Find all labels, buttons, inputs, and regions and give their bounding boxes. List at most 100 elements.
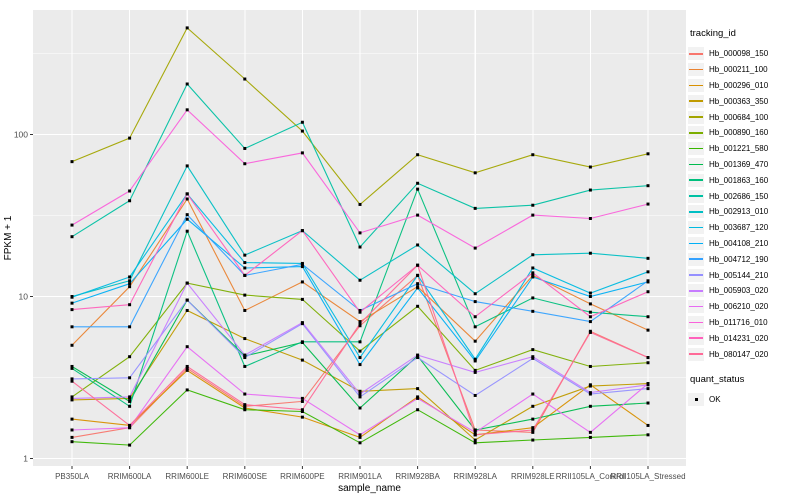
- data-point-marker: [128, 443, 132, 447]
- data-point-marker: [531, 203, 535, 207]
- data-point-marker: [531, 266, 535, 270]
- data-point-marker: [243, 403, 247, 407]
- data-point-marker: [128, 423, 132, 427]
- data-point-marker: [185, 388, 189, 392]
- legend-key-line-icon: [688, 142, 704, 156]
- data-point-marker: [243, 356, 247, 360]
- data-point-marker: [588, 188, 592, 192]
- data-point-marker: [588, 310, 592, 314]
- data-point-marker: [358, 324, 362, 328]
- legend-entry-Hb_002686_150: Hb_002686_150: [688, 188, 800, 204]
- data-point-marker: [128, 303, 132, 307]
- data-point-marker: [243, 308, 247, 312]
- legend-entry-Hb_004712_190: Hb_004712_190: [688, 251, 800, 267]
- data-point-marker: [128, 404, 132, 408]
- y-tick-label: 100: [14, 130, 28, 140]
- legend-key-line-icon: [688, 126, 704, 140]
- data-point-marker: [588, 391, 592, 395]
- data-point-marker: [70, 366, 74, 370]
- data-point-marker: [70, 160, 74, 164]
- data-point-marker: [473, 428, 477, 432]
- x-axis-title: sample_name: [338, 483, 401, 494]
- data-point-marker: [70, 379, 74, 383]
- data-point-marker: [473, 370, 477, 374]
- data-point-marker: [531, 428, 535, 432]
- data-point-marker: [588, 302, 592, 306]
- data-point-marker: [185, 217, 189, 221]
- legend-entry-label: Hb_002913_010: [709, 207, 769, 217]
- chart-legend: tracking_id Hb_000098_150 Hb_000211_100 Hb…: [688, 28, 800, 408]
- data-point-marker: [185, 298, 189, 302]
- data-point-marker: [185, 364, 189, 368]
- data-point-marker: [588, 364, 592, 368]
- legend-entry-label: Hb_002686_150: [709, 191, 769, 201]
- data-point-marker: [128, 282, 132, 286]
- data-point-marker: [300, 358, 304, 362]
- quant-status-legend: quant_status OK: [688, 374, 800, 408]
- legend-key-line-icon: [688, 47, 704, 61]
- legend-key-line-icon: [688, 94, 704, 108]
- data-point-marker: [243, 266, 247, 270]
- data-point-marker: [300, 399, 304, 403]
- y-axis-title: FPKM + 1: [3, 215, 14, 260]
- x-tick-label: RRIM928LA: [453, 472, 497, 481]
- data-point-marker: [358, 202, 362, 206]
- data-point-marker: [300, 297, 304, 301]
- data-point-marker: [588, 435, 592, 439]
- legend-entry-label: Hb_000211_100: [709, 65, 768, 75]
- data-point-marker: [358, 320, 362, 324]
- data-point-marker: [531, 438, 535, 442]
- data-point-marker: [70, 325, 74, 329]
- data-point-marker: [588, 320, 592, 324]
- legend-key-line-icon: [688, 221, 704, 235]
- legend-entry-label: Hb_000296_010: [709, 80, 769, 90]
- legend-key-line-icon: [688, 300, 704, 314]
- legend-entry-ok: OK: [688, 392, 800, 408]
- data-point-marker: [70, 417, 74, 421]
- data-point-marker: [473, 315, 477, 319]
- legend-entries: Hb_000098_150 Hb_000211_100 Hb_000296_010 H…: [688, 46, 800, 362]
- data-point-marker: [473, 357, 477, 361]
- legend-entry-label: Hb_003687_120: [709, 223, 769, 233]
- data-point-marker: [358, 349, 362, 353]
- data-point-marker: [531, 273, 535, 277]
- data-point-marker: [473, 325, 477, 329]
- legend-key-line-icon: [688, 284, 704, 298]
- legend-entry-label: Hb_004108_210: [709, 238, 769, 248]
- data-point-marker: [646, 256, 650, 260]
- data-point-marker: [185, 164, 189, 168]
- legend-entry-Hb_014231_020: Hb_014231_020: [688, 330, 800, 346]
- data-point-marker: [243, 404, 247, 408]
- data-point-marker: [646, 315, 650, 319]
- data-point-marker: [185, 26, 189, 30]
- legend-entry-Hb_000098_150: Hb_000098_150: [688, 46, 800, 62]
- data-point-marker: [300, 265, 304, 269]
- data-point-marker: [185, 368, 189, 372]
- legend-entry-Hb_011716_010: Hb_011716_010: [688, 315, 800, 331]
- data-point-marker: [473, 206, 477, 210]
- data-point-marker: [646, 279, 650, 283]
- data-point-marker: [300, 321, 304, 325]
- legend-entry-label: Hb_000098_150: [709, 49, 769, 59]
- data-point-marker: [358, 441, 362, 445]
- data-point-marker: [243, 261, 247, 265]
- data-point-marker: [646, 184, 650, 188]
- data-point-marker: [243, 273, 247, 277]
- data-point-marker: [70, 343, 74, 347]
- legend-key-line-icon: [688, 268, 704, 282]
- data-point-marker: [473, 292, 477, 296]
- data-point-marker: [128, 199, 132, 203]
- data-point-marker: [416, 356, 420, 360]
- legend-key-line-icon: [688, 252, 704, 266]
- data-point-marker: [243, 77, 247, 81]
- data-point-marker: [531, 296, 535, 300]
- data-point-marker: [243, 253, 247, 257]
- data-point-marker: [185, 197, 189, 201]
- x-tick-label: RRIM928LE: [511, 472, 555, 481]
- data-point-marker: [531, 355, 535, 359]
- legend-entry-Hb_002913_010: Hb_002913_010: [688, 204, 800, 220]
- data-point-marker: [300, 410, 304, 414]
- legend-entry-Hb_000890_160: Hb_000890_160: [688, 125, 800, 141]
- data-point-marker: [128, 279, 132, 283]
